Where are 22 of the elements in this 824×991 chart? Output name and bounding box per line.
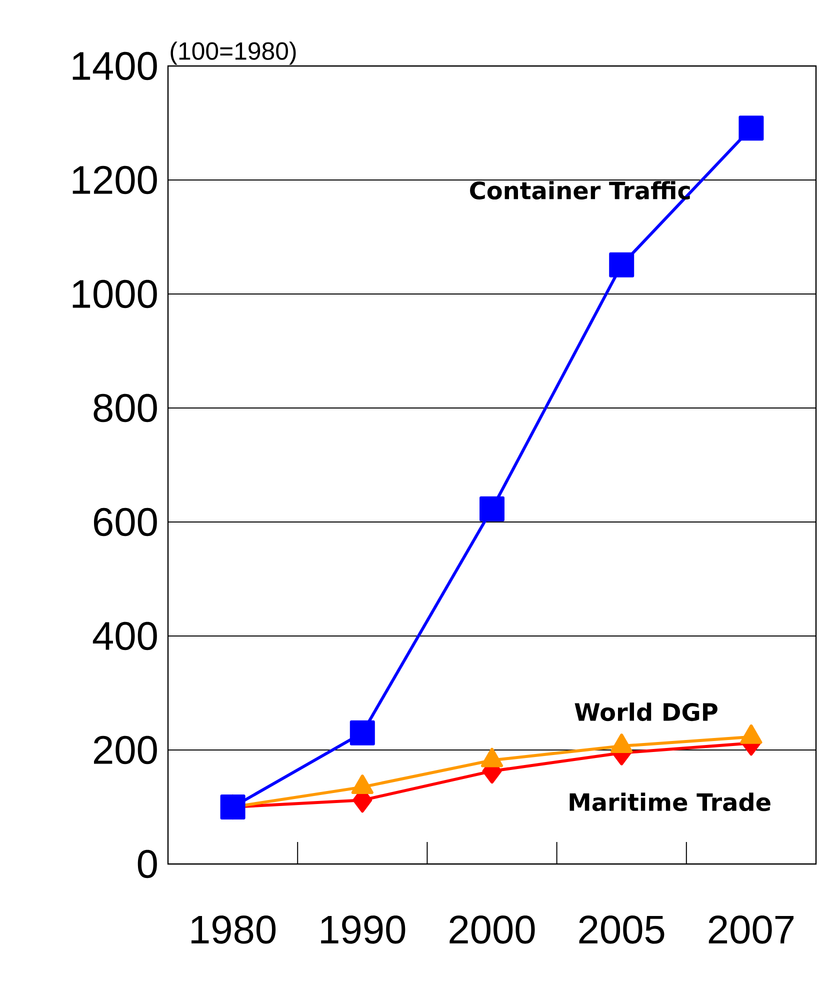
point [220,794,246,820]
y-tick-label: 200 [94,736,157,764]
series-label: Container Traffic [470,181,690,200]
point [609,252,634,278]
x-tick-label: 1980 [192,916,276,944]
series-label: World DGP [574,702,718,722]
y-tick-label: 1000 [72,280,157,308]
point [480,496,504,522]
x-tick-label: 1990 [321,916,406,944]
x-tick-label: 2005 [579,916,664,944]
y-axis-title: (100=1980) [170,42,296,65]
series-label: Maritime Trade [570,792,770,812]
x-tick-label: 2000 [450,916,535,944]
y-tick-label: 600 [94,508,157,536]
point [738,116,764,141]
y-tick-label: 800 [94,394,157,422]
point [350,720,375,746]
x-tick-label: 2007 [708,916,794,944]
y-tick-label: 1400 [72,52,157,80]
y-tick-label: 1200 [72,166,157,194]
y-tick-label: 0 [138,850,157,878]
y-tick-label: 400 [92,622,157,650]
